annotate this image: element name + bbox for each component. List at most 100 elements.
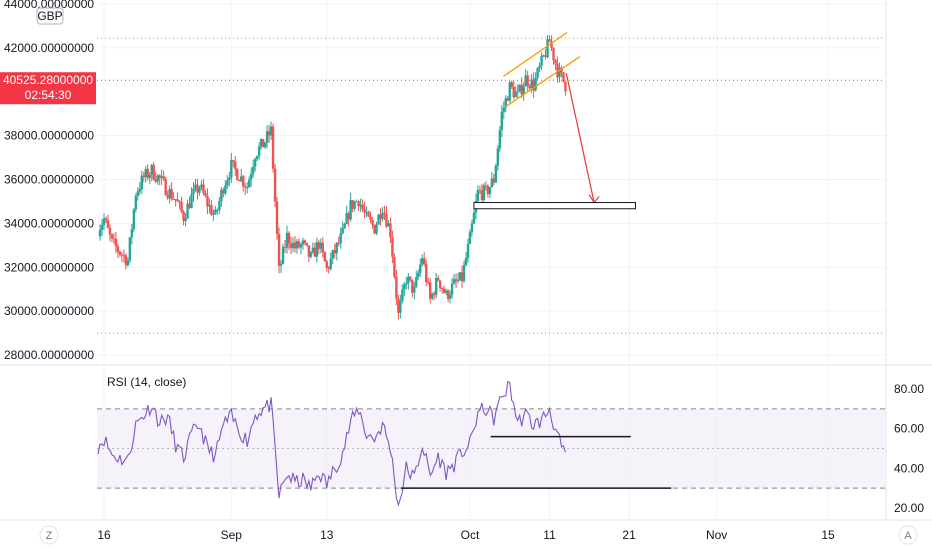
currency-badge[interactable]: GBP	[36, 7, 64, 25]
candle-body	[297, 241, 301, 248]
candle-body	[295, 241, 299, 249]
candle-body	[470, 223, 474, 232]
candle-body	[534, 77, 537, 91]
candle-body	[311, 247, 315, 253]
candle-body	[506, 98, 509, 101]
candle-body	[275, 201, 279, 235]
candle-body	[299, 244, 303, 248]
candle-body	[138, 189, 142, 192]
price-tick-label: 32000.00000000	[4, 260, 94, 274]
candle-body	[448, 294, 452, 299]
candle-body	[401, 289, 404, 302]
candle-body	[265, 131, 269, 143]
time-tick-label: 16	[97, 528, 111, 542]
candle-body	[319, 242, 323, 249]
candle-body	[381, 212, 384, 219]
candle-body	[516, 91, 519, 93]
candle-body	[387, 223, 390, 227]
candle-body	[552, 47, 555, 60]
zoom-button[interactable]: Z	[39, 525, 59, 545]
auto-scale-button[interactable]: A	[898, 525, 918, 545]
candle-body	[558, 67, 561, 78]
candle-body	[253, 158, 257, 167]
forecast-arrow-line	[565, 72, 595, 203]
candle-body	[492, 178, 496, 183]
channel-lower-line	[504, 56, 581, 108]
candle-body	[472, 212, 476, 224]
candle-body	[188, 203, 191, 208]
candle-body	[154, 179, 157, 182]
candle-body	[512, 87, 515, 98]
candle-body	[413, 286, 416, 293]
auto-label: A	[904, 530, 912, 542]
candle-body	[152, 164, 155, 180]
zoom-label: Z	[46, 530, 53, 542]
candle-body	[315, 242, 319, 257]
candle-body	[309, 252, 313, 257]
candle-body	[269, 126, 273, 136]
candle-body	[130, 229, 134, 238]
candle-body	[365, 211, 368, 213]
candle-body	[522, 86, 525, 95]
candle-body	[132, 209, 136, 230]
candle-body	[456, 280, 460, 282]
candle-body	[305, 242, 309, 246]
candle-body	[126, 260, 130, 266]
time-tick-label: Sep	[221, 528, 243, 542]
candle-body	[460, 272, 464, 282]
candle-body	[504, 98, 507, 108]
candle-body	[329, 258, 332, 269]
candle-body	[430, 293, 434, 299]
candle-body	[343, 223, 346, 229]
rsi-tick-label: 80.00	[894, 382, 924, 396]
candle-body	[118, 251, 122, 255]
candle-body	[508, 82, 511, 101]
candle-body	[162, 176, 165, 179]
candle-body	[325, 261, 328, 268]
rsi-tick-label: 60.00	[894, 422, 924, 436]
candle-body	[174, 198, 177, 200]
candle-body	[480, 190, 484, 200]
candle-body	[369, 216, 372, 220]
candle-body	[411, 279, 414, 293]
price-axis[interactable]: 44000.00000000 42000.00000000 38000.000000…	[4, 0, 94, 362]
candle-body	[500, 111, 504, 131]
candle-body	[200, 184, 203, 188]
countdown-label: 02:54:30	[25, 88, 72, 102]
candle-body	[564, 81, 567, 92]
candle-body	[148, 174, 151, 178]
candle-body	[405, 283, 408, 285]
candle-body	[417, 272, 420, 277]
candle-body	[403, 284, 406, 290]
candle-body	[110, 234, 114, 239]
last-price-label: 40525.28000000	[3, 73, 93, 87]
candle-body	[454, 279, 458, 282]
candle-body	[458, 272, 462, 281]
candle-body	[168, 188, 171, 199]
candle-body	[383, 212, 386, 214]
candle-body	[486, 185, 490, 195]
candle-body	[331, 250, 334, 259]
candle-body	[267, 131, 271, 136]
candle-body	[192, 188, 195, 195]
rsi-axis[interactable]: 80.00 60.00 40.00 20.00	[894, 382, 924, 515]
candle-body	[210, 204, 213, 215]
candle-body	[478, 189, 482, 191]
candle-body	[202, 184, 205, 193]
candle-body	[317, 242, 321, 249]
candle-body	[257, 146, 261, 157]
candle-body	[102, 218, 106, 225]
candle-body	[490, 178, 494, 188]
candle-body	[562, 72, 565, 82]
candle-body	[158, 175, 161, 179]
candle-body	[415, 276, 418, 287]
candle-body	[530, 79, 533, 89]
candle-body	[166, 195, 169, 199]
candle-body	[120, 254, 124, 256]
candle-body	[502, 107, 505, 112]
time-axis[interactable]: 16 Sep 13 Oct 11 21 Nov 15	[97, 528, 835, 542]
candle-body	[144, 168, 147, 178]
candle-body	[142, 175, 145, 178]
drawings	[473, 31, 636, 210]
